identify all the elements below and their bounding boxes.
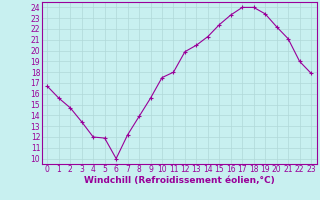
X-axis label: Windchill (Refroidissement éolien,°C): Windchill (Refroidissement éolien,°C) — [84, 176, 275, 185]
